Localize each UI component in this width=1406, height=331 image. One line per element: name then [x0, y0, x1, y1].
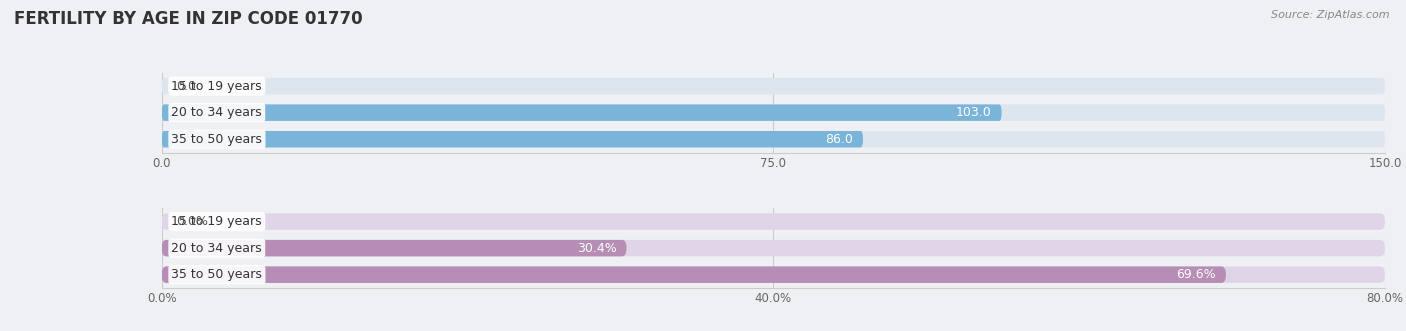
Text: 35 to 50 years: 35 to 50 years — [172, 268, 263, 281]
Text: 30.4%: 30.4% — [576, 242, 617, 255]
FancyBboxPatch shape — [162, 213, 1385, 230]
FancyBboxPatch shape — [162, 240, 627, 257]
Text: 15 to 19 years: 15 to 19 years — [172, 215, 262, 228]
Text: 103.0: 103.0 — [956, 106, 991, 119]
Text: 0.0%: 0.0% — [176, 215, 208, 228]
Text: 0.0: 0.0 — [176, 79, 197, 93]
FancyBboxPatch shape — [162, 104, 1001, 121]
FancyBboxPatch shape — [162, 240, 1385, 257]
Text: 15 to 19 years: 15 to 19 years — [172, 79, 262, 93]
Text: 35 to 50 years: 35 to 50 years — [172, 133, 263, 146]
Text: 86.0: 86.0 — [825, 133, 853, 146]
FancyBboxPatch shape — [162, 266, 1385, 283]
Text: 20 to 34 years: 20 to 34 years — [172, 242, 262, 255]
FancyBboxPatch shape — [162, 78, 1385, 94]
Text: 69.6%: 69.6% — [1177, 268, 1216, 281]
FancyBboxPatch shape — [162, 266, 1226, 283]
Text: Source: ZipAtlas.com: Source: ZipAtlas.com — [1271, 10, 1389, 20]
Text: FERTILITY BY AGE IN ZIP CODE 01770: FERTILITY BY AGE IN ZIP CODE 01770 — [14, 10, 363, 28]
Text: 20 to 34 years: 20 to 34 years — [172, 106, 262, 119]
FancyBboxPatch shape — [162, 104, 1385, 121]
FancyBboxPatch shape — [162, 131, 1385, 147]
FancyBboxPatch shape — [162, 131, 863, 147]
